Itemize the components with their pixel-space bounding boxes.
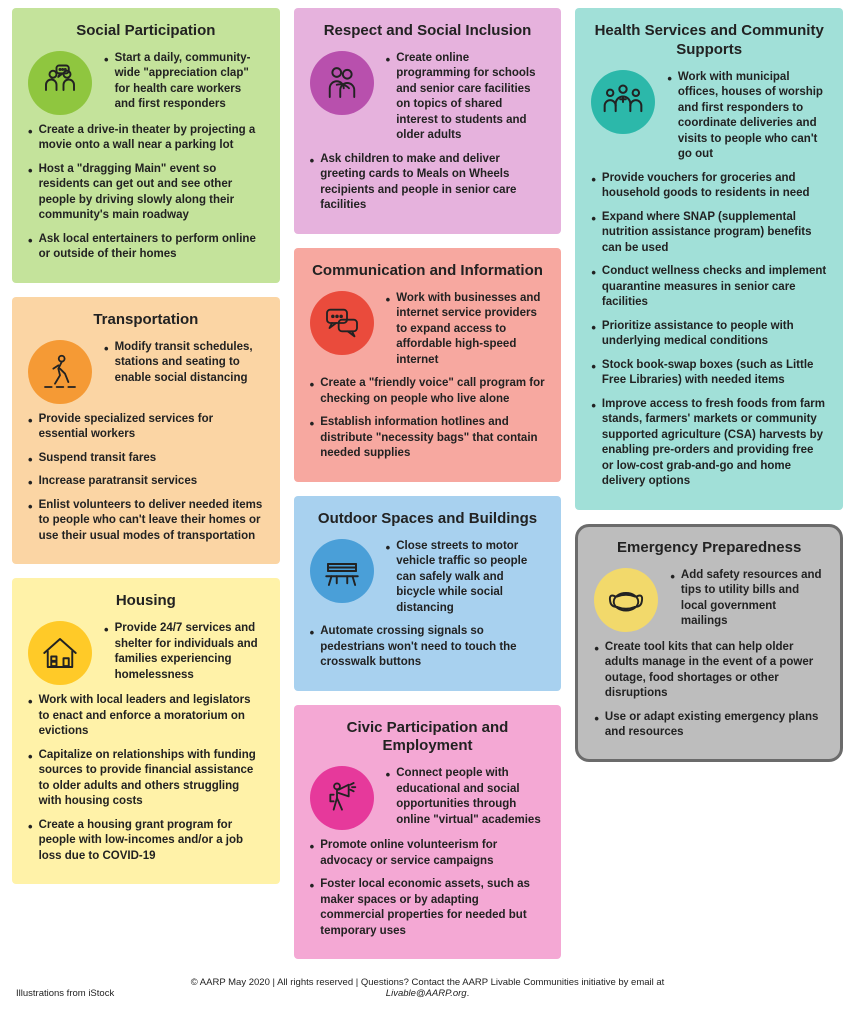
card-comm: Communication and Information •Work with … [294, 248, 562, 482]
card-hero: •Close streets to motor vehicle traffic … [310, 539, 546, 617]
list-item: •Conduct wellness checks and implement q… [591, 264, 827, 311]
hero-bullet: •Create online programming for schools a… [386, 51, 546, 144]
walk-icon [28, 340, 92, 404]
list-item: •Capitalize on relationships with fundin… [28, 748, 264, 810]
hero-bullet: •Work with businesses and internet servi… [386, 291, 546, 369]
list-item: •Promote online volunteerism for advocac… [310, 838, 546, 869]
card-items: •Promote online volunteerism for advocac… [310, 838, 546, 939]
list-item: •Ask local entertainers to perform onlin… [28, 232, 264, 263]
column-3: Health Services and Community Supports •W… [575, 8, 843, 959]
list-item: •Automate crossing signals so pedestrian… [310, 624, 546, 671]
list-item: •Ask children to make and deliver greeti… [310, 152, 546, 214]
card-items: •Work with local leaders and legislators… [28, 693, 264, 864]
hug-icon [310, 51, 374, 115]
card-hero: •Modify transit schedules, stations and … [28, 340, 264, 404]
chat-icon [310, 291, 374, 355]
card-items: •Provide vouchers for groceries and hous… [591, 171, 827, 490]
card-hero: •Work with municipal offices, houses of … [591, 70, 827, 163]
card-title: Outdoor Spaces and Buildings [310, 510, 546, 529]
card-title: Social Participation [28, 22, 264, 41]
list-item: •Expand where SNAP (supplemental nutriti… [591, 210, 827, 257]
card-items: •Create a "friendly voice" call program … [310, 376, 546, 462]
card-title: Communication and Information [310, 262, 546, 281]
infographic-grid: Social Participation •Start a daily, comm… [12, 8, 843, 959]
card-outdoor: Outdoor Spaces and Buildings •Close stree… [294, 496, 562, 691]
column-2: Respect and Social Inclusion •Create onli… [294, 8, 562, 959]
list-item: •Create a drive-in theater by projecting… [28, 123, 264, 154]
card-housing: Housing •Provide 24/7 services and shelte… [12, 578, 280, 884]
megaphone-icon [310, 766, 374, 830]
card-title: Transportation [28, 311, 264, 330]
card-hero: •Create online programming for schools a… [310, 51, 546, 144]
hero-bullet: •Add safety resources and tips to utilit… [670, 568, 824, 630]
list-item: •Foster local economic assets, such as m… [310, 877, 546, 939]
list-item: •Provide vouchers for groceries and hous… [591, 171, 827, 202]
card-hero: •Work with businesses and internet servi… [310, 291, 546, 369]
card-title: Health Services and Community Supports [591, 22, 827, 60]
list-item: •Stock book-swap boxes (such as Little F… [591, 358, 827, 389]
card-hero: •Connect people with educational and soc… [310, 766, 546, 830]
column-1: Social Participation •Start a daily, comm… [12, 8, 280, 959]
house-icon [28, 621, 92, 685]
hero-bullet: •Provide 24/7 services and shelter for i… [104, 621, 264, 683]
list-item: •Prioritize assistance to people with un… [591, 319, 827, 350]
hero-bullet: •Start a daily, community-wide "apprecia… [104, 51, 264, 113]
card-hero: •Add safety resources and tips to utilit… [594, 568, 824, 632]
card-social: Social Participation •Start a daily, comm… [12, 8, 280, 283]
footer-credit: Illustrations from iStock [16, 988, 156, 999]
card-title: Civic Participation and Employment [310, 719, 546, 757]
bench-icon [310, 539, 374, 603]
card-title: Housing [28, 592, 264, 611]
card-items: •Automate crossing signals so pedestrian… [310, 624, 546, 671]
mask-icon [594, 568, 658, 632]
list-item: •Work with local leaders and legislators… [28, 693, 264, 740]
card-items: •Create tool kits that can help older ad… [594, 640, 824, 741]
list-item: •Establish information hotlines and dist… [310, 415, 546, 462]
doctors-icon [591, 70, 655, 134]
list-item: •Host a "dragging Main" event so residen… [28, 162, 264, 224]
hero-bullet: •Modify transit schedules, stations and … [104, 340, 264, 387]
card-hero: •Provide 24/7 services and shelter for i… [28, 621, 264, 685]
card-hero: •Start a daily, community-wide "apprecia… [28, 51, 264, 115]
list-item: •Use or adapt existing emergency plans a… [594, 710, 824, 741]
footer-copyright: © AARP May 2020 | All rights reserved | … [156, 977, 699, 999]
card-items: •Create a drive-in theater by projecting… [28, 123, 264, 263]
hero-bullet: •Close streets to motor vehicle traffic … [386, 539, 546, 617]
footer: Illustrations from iStock © AARP May 202… [12, 977, 843, 999]
hero-bullet: •Connect people with educational and soc… [386, 766, 546, 828]
hero-bullet: •Work with municipal offices, houses of … [667, 70, 827, 163]
list-item: •Improve access to fresh foods from farm… [591, 397, 827, 490]
list-item: •Suspend transit fares [28, 451, 264, 467]
list-item: •Increase paratransit services [28, 474, 264, 490]
list-item: •Enlist volunteers to deliver needed ite… [28, 498, 264, 545]
card-title: Emergency Preparedness [594, 539, 824, 558]
list-item: •Create a "friendly voice" call program … [310, 376, 546, 407]
list-item: •Provide specialized services for essent… [28, 412, 264, 443]
card-transport: Transportation •Modify transit schedules,… [12, 297, 280, 564]
list-item: •Create tool kits that can help older ad… [594, 640, 824, 702]
card-items: •Ask children to make and deliver greeti… [310, 152, 546, 214]
card-health: Health Services and Community Supports •W… [575, 8, 843, 510]
card-emergency: Emergency Preparedness •Add safety resour… [575, 524, 843, 762]
card-items: •Provide specialized services for essent… [28, 412, 264, 545]
card-civic: Civic Participation and Employment •Conne… [294, 705, 562, 960]
card-title: Respect and Social Inclusion [310, 22, 546, 41]
list-item: •Create a housing grant program for peop… [28, 818, 264, 865]
card-respect: Respect and Social Inclusion •Create onli… [294, 8, 562, 234]
talk-icon [28, 51, 92, 115]
